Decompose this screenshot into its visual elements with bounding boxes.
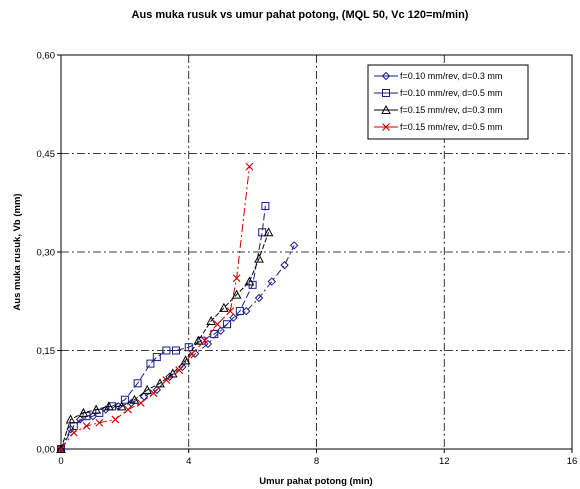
data-point-square: [152, 353, 161, 362]
data-point-x: [69, 428, 78, 437]
legend-label: f=0.15 mm/rev, d=0.5 mm: [400, 122, 502, 132]
data-point-x: [200, 336, 209, 345]
data-point-triangle: [219, 302, 229, 312]
series-line-4: [60, 166, 250, 450]
data-point-diamond: [75, 415, 85, 424]
data-point-diamond: [254, 293, 264, 303]
data-point-diamond: [216, 326, 225, 336]
data-point-x: [245, 162, 254, 171]
data-point-legend: [381, 71, 391, 81]
data-point-triangle: [155, 378, 165, 388]
data-point-diamond: [267, 277, 276, 286]
data-point-x: [188, 349, 196, 358]
y-tick-label: 0,45: [37, 149, 56, 160]
data-point-x: [57, 445, 65, 453]
legend: f=0.10 mm/rev, d=0.3 mm f=0.10 mm/rev, d=…: [367, 64, 529, 140]
y-tick-label: 0,30: [37, 248, 56, 259]
data-point-square: [171, 346, 180, 355]
y-tick-label: 0,60: [37, 51, 56, 62]
data-point-triangle: [193, 335, 204, 345]
data-point-diamond: [280, 260, 289, 270]
data-point-x: [213, 320, 222, 329]
data-point-triangle: [91, 404, 101, 414]
legend-label: f=0.10 mm/rev, d=0.3 mm: [400, 71, 502, 81]
data-point-square: [223, 320, 232, 329]
data-point-legend: [382, 89, 390, 97]
data-point-square: [162, 346, 171, 355]
data-point-triangle: [263, 227, 274, 237]
data-point-square: [258, 228, 267, 237]
data-point-diamond: [289, 241, 299, 250]
data-point-square: [261, 202, 270, 211]
series-layer: [56, 162, 299, 454]
legend-item-3: f=0.15 mm/rev, d=0.3 mm: [374, 104, 502, 115]
x-tick-label: 16: [567, 456, 578, 467]
legend-item-1: f=0.10 mm/rev, d=0.3 mm: [374, 71, 502, 81]
data-point-x: [162, 376, 171, 384]
data-point-square: [210, 330, 219, 339]
data-point-x: [82, 422, 91, 430]
data-point-triangle: [254, 253, 264, 263]
data-point-triangle: [244, 276, 255, 286]
data-point-x: [232, 274, 241, 283]
data-point-x: [175, 366, 184, 375]
data-point-square: [133, 379, 142, 388]
x-tick-label: 8: [314, 456, 319, 467]
data-point-square: [146, 359, 155, 368]
data-point-square: [120, 395, 129, 404]
y-axis-label: Aus muka rusuk, Vb (mm): [12, 193, 23, 310]
data-point-x: [149, 389, 158, 398]
data-point-triangle: [231, 289, 242, 299]
x-axis-label: Umur pahat potong (min): [259, 476, 372, 487]
data-point-triangle: [104, 401, 114, 411]
x-tick-label: 0: [58, 456, 63, 467]
data-point-triangle: [180, 355, 191, 365]
y-tick-label: 0,15: [37, 346, 56, 357]
series-4: [57, 162, 254, 453]
axis-ticks: 0 4 8 12 16 0,00 0,15 0,30 0,45 0,60: [37, 51, 578, 468]
data-point-triangle: [56, 443, 66, 453]
data-point-triangle: [206, 315, 216, 325]
legend-item-2: f=0.10 mm/rev, d=0.5 mm: [374, 88, 502, 98]
data-point-square: [235, 307, 244, 316]
data-point-triangle: [142, 384, 153, 394]
data-point-x: [136, 399, 145, 407]
legend-item-4: f=0.15 mm/rev, d=0.5 mm: [374, 122, 502, 132]
data-point-x: [226, 307, 235, 315]
x-tick-label: 4: [186, 456, 191, 467]
data-point-x: [95, 418, 104, 427]
data-point-diamond: [203, 339, 213, 349]
data-point-triangle: [78, 407, 89, 417]
data-point-triangle: [116, 401, 127, 411]
data-point-diamond: [165, 372, 174, 381]
x-tick-label: 12: [439, 456, 450, 467]
data-point-x: [124, 405, 132, 414]
legend-label: f=0.15 mm/rev, d=0.3 mm: [400, 105, 502, 115]
data-point-legend: [381, 104, 391, 114]
chart-title: Aus muka rusuk vs umur pahat potong, (MQ…: [132, 9, 469, 21]
data-point-x: [111, 415, 120, 424]
data-point-diamond: [242, 306, 251, 316]
data-point-triangle: [65, 414, 76, 424]
legend-label: f=0.10 mm/rev, d=0.5 mm: [400, 88, 502, 98]
data-point-diamond: [152, 385, 162, 395]
y-tick-label: 0,00: [37, 445, 56, 456]
data-point-legend: [382, 123, 390, 131]
data-point-diamond: [229, 313, 238, 322]
data-point-triangle: [129, 394, 140, 404]
